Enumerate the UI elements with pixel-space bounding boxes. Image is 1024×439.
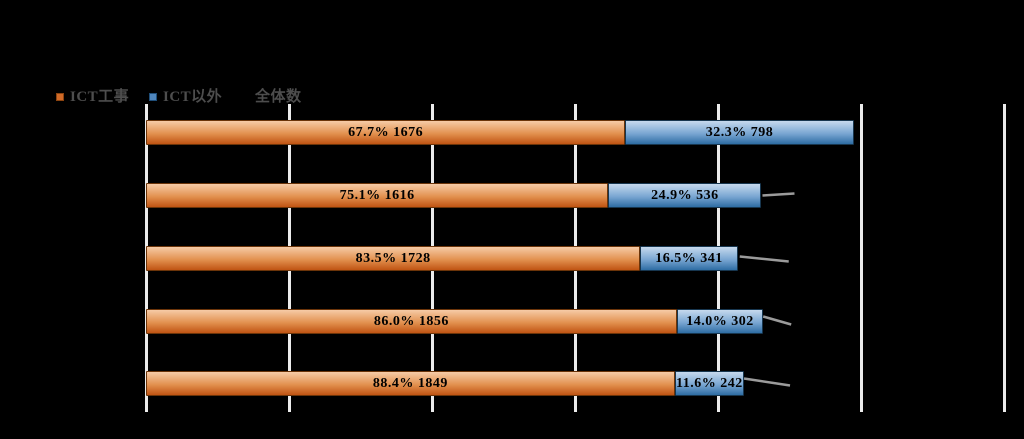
bar-segment-ict-kouji: 75.1% 1616 [146, 183, 609, 208]
bar-label-ict-kouji: 83.5% 1728 [355, 250, 431, 266]
legend-label-zentaisu: 全体数 [255, 89, 302, 105]
bar-label-ict-igai: 16.5% 341 [655, 250, 723, 266]
bar-label-ict-kouji: 88.4% 1849 [372, 375, 448, 391]
legend-item-ict-kouji: ICT工事 [56, 88, 129, 106]
bar-segment-ict-igai: 11.6% 242 [674, 371, 745, 396]
gridline [1002, 104, 1006, 412]
bar-segment-ict-igai: 24.9% 536 [608, 183, 762, 208]
legend-item-ict-igai: ICT以外 [149, 88, 222, 106]
legend-swatch-ict-igai [149, 93, 157, 101]
bar-label-ict-igai: 14.0% 302 [686, 313, 754, 329]
bar-label-ict-igai: 32.3% 798 [705, 124, 774, 140]
bar-label-ict-igai: 24.9% 536 [651, 187, 719, 203]
bar-segment-ict-kouji: 83.5% 1728 [146, 246, 641, 271]
legend-swatch-ict-kouji [56, 93, 64, 101]
bar-segment-ict-kouji: 67.7% 1676 [146, 120, 626, 145]
bar-label-ict-kouji: 86.0% 1856 [373, 313, 449, 329]
bar-segment-ict-kouji: 86.0% 1856 [146, 309, 677, 334]
legend-item-zentaisu: 全体数 [241, 88, 302, 106]
bar-label-ict-igai: 11.6% 242 [676, 375, 743, 391]
bar-segment-ict-igai: 14.0% 302 [676, 309, 764, 334]
legend-label-ict-igai: ICT以外 [163, 89, 223, 105]
bar-label-ict-kouji: 75.1% 1616 [339, 187, 415, 203]
gridline [859, 104, 863, 412]
bar-segment-ict-kouji: 88.4% 1849 [146, 371, 675, 396]
bar-segment-ict-igai: 32.3% 798 [625, 120, 854, 145]
legend-swatch-zentaisu [241, 93, 249, 101]
legend-label-ict-kouji: ICT工事 [70, 89, 130, 105]
bar-segment-ict-igai: 16.5% 341 [640, 246, 738, 271]
bar-label-ict-kouji: 67.7% 1676 [348, 124, 424, 140]
